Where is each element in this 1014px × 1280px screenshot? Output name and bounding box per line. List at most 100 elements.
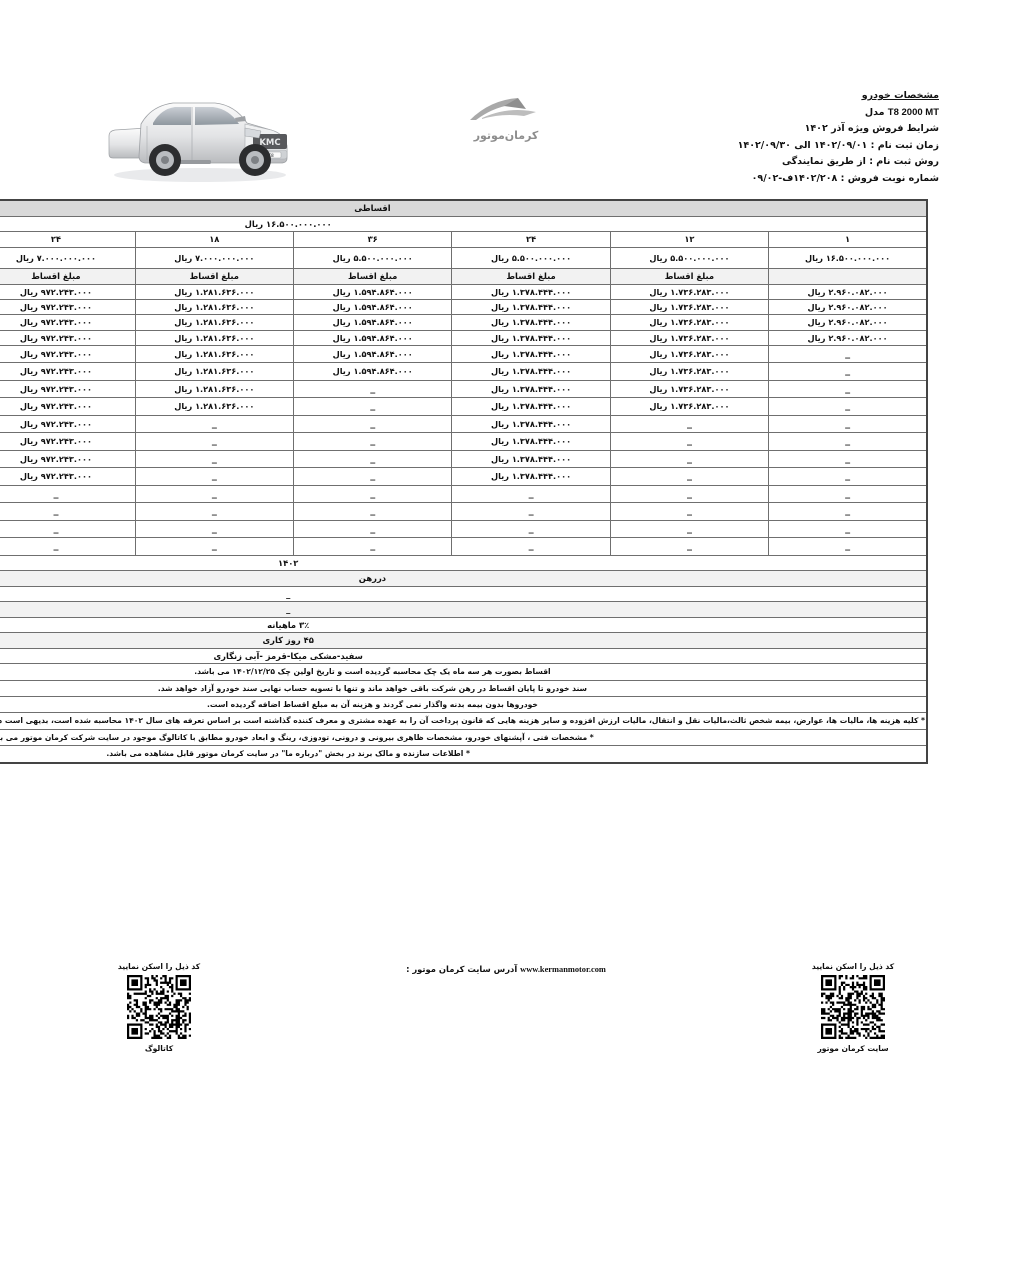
installment-note: خودروها بدون بیمه بدنه واگذار نمی گردند …	[0, 696, 929, 714]
installment-amount: ۲.۹۶۰.۰۸۲.۰۰۰ ریال	[769, 314, 929, 331]
installment-amount: ۱.۳۷۸.۴۴۴.۰۰۰ ریال	[452, 298, 612, 316]
installment-amount: ۱.۳۷۸.۴۴۴.۰۰۰ ریال	[452, 379, 612, 399]
stages-row: ۱۱۲۲۴۳۶۱۸۲۴۳۶۴۸مراحل پرداخت	[0, 231, 929, 248]
qr-catalog-caption: کد ذیل را اسکن نمایید	[118, 962, 202, 971]
approved-price-row: ۱۶.۵۰۰.۰۰۰.۰۰۰ ریالقیمت مصوب	[0, 215, 929, 232]
stage-count-0: ۱	[769, 231, 929, 248]
qr-code-site-icon[interactable]	[822, 975, 886, 1039]
installment-row: ۲.۹۶۰.۰۸۲.۰۰۰ ریال ۱.۷۳۶.۲۸۳.۰۰۰ ریال ۱.۳۷…	[0, 298, 929, 316]
installment-amount: ۱.۲۸۱.۶۳۶.۰۰۰ ریال	[135, 298, 296, 316]
installment-amount: ۱.۷۳۶.۲۸۳.۰۰۰ ریال	[610, 283, 771, 301]
qr-site-sub: سایت کرمان موتور	[818, 1044, 890, 1053]
stage-count-5: ۲۴	[0, 231, 137, 248]
kmc-t8-pickup-truck-photo: KMC T8	[109, 102, 289, 182]
installment-row: __۱.۳۷۸.۴۴۴.۰۰۰ ریال__۹۷۲.۲۴۳.۰۰۰ ریال۸۷…	[0, 414, 929, 434]
stage-count-1: ۱۲	[610, 231, 771, 248]
installment-empty: _	[610, 467, 771, 486]
installment-empty: _	[293, 484, 454, 504]
installment-empty: _	[135, 467, 296, 486]
installment-row: __۱.۳۷۸.۴۴۴.۰۰۰ ریال__۹۷۲.۲۴۳.۰۰۰ ریال۸۷…	[0, 432, 929, 451]
header-row-categories: اقساطینقدیشرایط	[0, 199, 929, 217]
installment-amount: ۹۷۲.۲۴۳.۰۰۰ ریال	[0, 344, 137, 364]
installment-empty: _	[769, 519, 929, 539]
installment-amount: ۲.۹۶۰.۰۸۲.۰۰۰ ریال	[769, 298, 929, 316]
header-title: مشخصات خودرو	[862, 90, 940, 101]
document-footer: www.kermanmotor.com آدرس سایت کرمان موتو…	[0, 962, 1014, 1072]
header-registration-method-value: از طریق نمایندگی	[782, 156, 867, 167]
spec-row: سفید-مشکی میکا-قرمز -آبی زنگاریرنگ خودرو	[0, 647, 929, 665]
installment-amount: ۱.۳۷۸.۴۴۴.۰۰۰ ریال	[452, 432, 612, 451]
installment-row: _ ۱.۷۳۶.۲۸۳.۰۰۰ ریال ۱.۳۷۸.۴۴۴.۰۰۰ ریال ۱.۵…	[0, 362, 929, 381]
installment-amount: ۱.۵۹۴.۸۶۴.۰۰۰ ریال	[293, 298, 454, 316]
installment-header-row: مبلغ اقساط مبلغ اقساط مبلغ اقساط مبلغ اقساط…	[0, 268, 929, 285]
installment-amount: ۱.۲۸۱.۶۳۶.۰۰۰ ریال	[135, 329, 296, 346]
installment-amount: ۲.۹۶۰.۰۸۲.۰۰۰ ریال	[769, 283, 929, 301]
spec-value: ۴۵ روز کاری	[0, 632, 929, 649]
installment-header-4: مبلغ اقساط	[0, 268, 137, 285]
installment-empty: _	[610, 432, 771, 451]
stage-count-3: ۳۶	[293, 231, 454, 248]
installment-header-0: مبلغ اقساط	[610, 268, 771, 285]
spec-value: _	[0, 601, 929, 618]
installment-empty: _	[293, 537, 454, 556]
installment-empty: _	[769, 397, 929, 416]
kerman-motor-swoosh-logo	[471, 98, 537, 120]
installment-amount: ۹۷۲.۲۴۳.۰۰۰ ریال	[0, 467, 137, 486]
installment-header-1: مبلغ اقساط	[452, 268, 612, 285]
installment-row: ______۸۷۰.۷۸۸.۰۰۰ ریال	[0, 537, 929, 556]
installment-empty: _	[610, 449, 771, 469]
spec-value: سفید-مشکی میکا-قرمز -آبی زنگاری	[0, 647, 929, 665]
installment-empty: _	[769, 449, 929, 469]
header-sales-terms-line: شرایط فروش ویژه آذر ۱۴۰۲	[805, 123, 940, 134]
installment-empty: _	[610, 537, 771, 556]
spec-row: ۴۵ روز کاریزمان تحویل خودرو	[0, 632, 929, 649]
header-sale-number-value: ۱۴۰۲/۲۰۸ف-۰۹/۰۲	[752, 172, 839, 184]
installment-amount: ۱.۳۷۸.۴۴۴.۰۰۰ ریال	[452, 467, 612, 486]
installment-empty: _	[769, 537, 929, 556]
installment-note: اقساط بصورت هر سه ماه یک چک محاسبه گردید…	[0, 663, 929, 681]
installment-empty: _	[293, 432, 454, 451]
general-note: * مشخصات فنی ، آپشنهای خودرو، مشخصات ظاه…	[0, 728, 929, 747]
installment-amount: ۱.۳۷۸.۴۴۴.۰۰۰ ریال	[452, 344, 612, 364]
installment-amount: ۱.۷۳۶.۲۸۳.۰۰۰ ریال	[610, 362, 771, 381]
installment-empty: _	[135, 414, 296, 434]
installment-empty: _	[769, 484, 929, 504]
installment-empty: _	[135, 502, 296, 521]
installment-empty: _	[0, 519, 137, 539]
installment-amount: ۱.۲۸۱.۶۳۶.۰۰۰ ریال	[135, 379, 296, 399]
qr-code-catalog-icon[interactable]	[128, 975, 192, 1039]
spec-value: ۳٪ ماهیانه	[0, 616, 929, 634]
header-sale-number-label: شماره نوبت فروش :	[841, 172, 940, 184]
installment-empty: _	[452, 484, 612, 504]
installment-empty: _	[293, 502, 454, 521]
installment-amount: ۱.۵۹۴.۸۶۴.۰۰۰ ریال	[293, 283, 454, 301]
spec-value: _	[0, 585, 929, 603]
installment-row: ۲.۹۶۰.۰۸۲.۰۰۰ ریال ۱.۷۳۶.۲۸۳.۰۰۰ ریال ۱.۳۷…	[0, 283, 929, 301]
installment-amount: ۱.۷۳۶.۲۸۳.۰۰۰ ریال	[610, 344, 771, 364]
website-label: آدرس سایت کرمان موتور :	[407, 964, 519, 974]
installment-amount: ۱.۲۸۱.۶۳۶.۰۰۰ ریال	[135, 314, 296, 331]
prepayment-value-1: ۵.۵۰۰.۰۰۰.۰۰۰ ریال	[610, 246, 771, 270]
installment-amount: ۱.۲۸۱.۶۳۶.۰۰۰ ریال	[135, 283, 296, 301]
installment-amount: ۱.۲۸۱.۶۳۶.۰۰۰ ریال	[135, 344, 296, 364]
installment-empty: _	[452, 537, 612, 556]
installment-row: __۱.۳۷۸.۴۴۴.۰۰۰ ریال__۹۷۲.۲۴۳.۰۰۰ ریال۸۷…	[0, 467, 929, 486]
installment-empty: _	[610, 414, 771, 434]
spec-row: _سود مشارکت	[0, 585, 929, 603]
note-row: * اطلاعات سازنده و مالک برند در بخش "درب…	[0, 745, 929, 764]
header-installment-label: اقساطی	[0, 199, 929, 217]
header-registration-method-label: روش ثبت نام :	[870, 156, 940, 167]
installment-amount: ۱.۷۳۶.۲۸۳.۰۰۰ ریال	[610, 314, 771, 331]
header-model-line: T8 2000 MT مدل	[739, 105, 940, 121]
website-url[interactable]: www.kermanmotor.com	[521, 965, 607, 974]
qr-catalog-block: کد ذیل را اسکن نمایید کاتالوگ	[85, 962, 235, 1053]
installment-amount: ۱.۳۷۸.۴۴۴.۰۰۰ ریال	[452, 283, 612, 301]
qr-site-block: کد ذیل را اسکن نمایید سایت کرمان موتور	[779, 962, 929, 1053]
installment-row: _ ۱.۷۳۶.۲۸۳.۰۰۰ ریال ۱.۳۷۸.۴۴۴.۰۰۰ ریال ۱.۵…	[0, 344, 929, 364]
spec-value: ۱۴۰۲	[0, 554, 929, 572]
prepayment-value-4: ۷.۰۰۰.۰۰۰.۰۰۰ ریال	[135, 246, 296, 270]
general-note: * کلیه هزینه ها، مالیات ها، عوارض، بیمه …	[0, 712, 929, 730]
cash-installment-blank	[769, 268, 929, 285]
installment-amount: ۹۷۲.۲۴۳.۰۰۰ ریال	[0, 432, 137, 451]
